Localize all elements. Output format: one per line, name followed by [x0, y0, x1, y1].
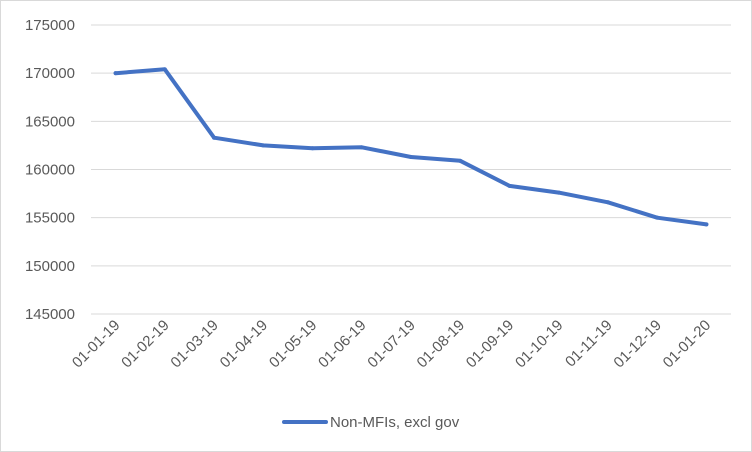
data-point	[605, 200, 610, 205]
x-tick-label: 01-03-19	[167, 317, 221, 371]
data-point	[212, 135, 217, 140]
data-point	[704, 222, 709, 227]
y-tick-label: 175000	[25, 17, 75, 34]
data-point	[409, 154, 413, 159]
x-tick-label: 01-09-19	[463, 317, 517, 371]
data-point	[359, 145, 364, 150]
y-tick-label: 155000	[25, 210, 75, 227]
data-point	[162, 67, 167, 72]
x-tick-label: 01-05-19	[266, 317, 320, 371]
x-tick-label: 01-06-19	[315, 317, 369, 371]
y-tick-label: 165000	[25, 113, 75, 130]
y-tick-label: 150000	[25, 258, 75, 275]
x-axis-ticks: 01-01-1901-02-1901-03-1901-04-1901-05-19…	[69, 317, 714, 371]
x-tick-label: 01-11-19	[562, 317, 616, 371]
data-point	[655, 215, 660, 220]
y-tick-label: 170000	[25, 65, 75, 82]
x-tick-label: 01-01-20	[660, 317, 714, 371]
x-tick-label: 01-12-19	[611, 317, 665, 371]
data-point	[113, 71, 118, 76]
data-point	[507, 183, 512, 188]
y-axis-ticks: 145000 150000 155000 160000 165000 170000 1750…	[25, 17, 75, 323]
y-tick-label: 145000	[25, 306, 75, 323]
data-point	[458, 158, 463, 163]
gridlines	[91, 24, 731, 315]
x-tick-label: 01-04-19	[217, 317, 271, 371]
x-tick-label: 01-02-19	[118, 317, 172, 371]
x-tick-label: 01-07-19	[364, 317, 418, 371]
series-line-0	[113, 67, 709, 227]
data-point	[261, 143, 266, 148]
legend-label: Non-MFIs, excl gov	[330, 414, 460, 431]
x-tick-label: 01-08-19	[414, 317, 468, 371]
legend: Non-MFIs, excl gov	[282, 414, 460, 431]
y-tick-label: 160000	[25, 162, 75, 179]
x-tick-label: 01-01-19	[69, 317, 123, 371]
x-tick-label: 01-10-19	[512, 317, 566, 371]
data-point	[556, 190, 561, 195]
data-point	[310, 146, 315, 151]
series-layer	[113, 67, 709, 227]
